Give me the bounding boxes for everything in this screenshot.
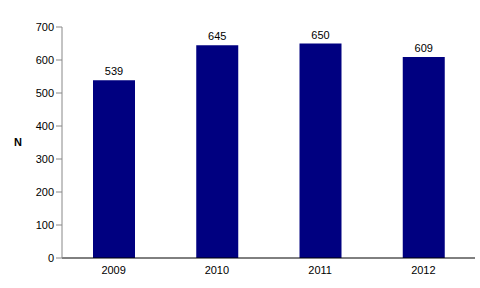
svg-text:650: 650: [311, 29, 329, 41]
svg-text:2011: 2011: [308, 264, 332, 276]
svg-text:700: 700: [36, 21, 54, 33]
svg-text:539: 539: [105, 65, 123, 77]
svg-text:100: 100: [36, 219, 54, 231]
svg-text:300: 300: [36, 153, 54, 165]
svg-text:600: 600: [36, 54, 54, 66]
svg-text:200: 200: [36, 186, 54, 198]
svg-text:645: 645: [208, 30, 226, 42]
svg-text:400: 400: [36, 120, 54, 132]
svg-text:2012: 2012: [411, 264, 435, 276]
svg-text:0: 0: [48, 252, 54, 264]
svg-text:2010: 2010: [205, 264, 229, 276]
svg-text:500: 500: [36, 87, 54, 99]
svg-text:N: N: [14, 136, 22, 148]
svg-text:609: 609: [415, 42, 433, 54]
svg-text:2009: 2009: [101, 264, 125, 276]
